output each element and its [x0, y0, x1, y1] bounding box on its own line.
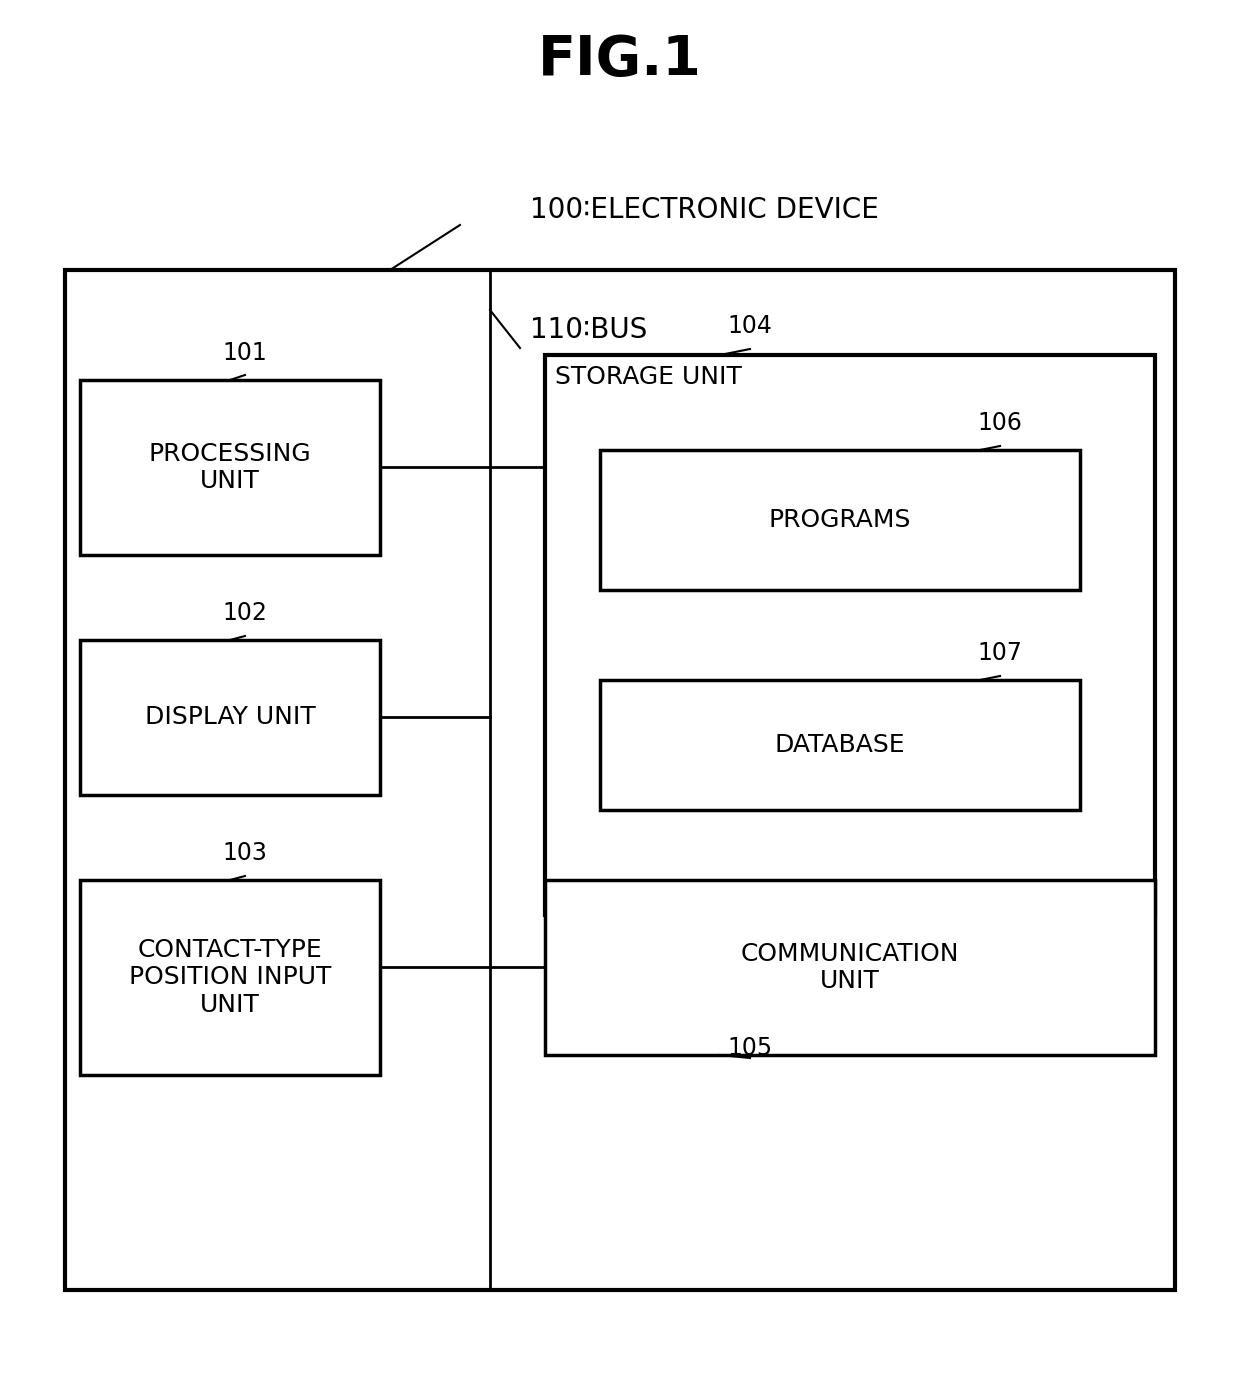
- Text: CONTACT-TYPE
POSITION INPUT
UNIT: CONTACT-TYPE POSITION INPUT UNIT: [129, 938, 331, 1017]
- Text: FIG.1: FIG.1: [538, 33, 702, 87]
- Text: 101: 101: [223, 341, 268, 365]
- Text: STORAGE UNIT: STORAGE UNIT: [556, 365, 742, 389]
- Text: PROCESSING
UNIT: PROCESSING UNIT: [149, 442, 311, 493]
- Bar: [81, 880, 379, 1076]
- Text: DISPLAY UNIT: DISPLAY UNIT: [145, 705, 315, 729]
- Bar: [600, 681, 1080, 809]
- Text: COMMUNICATION
UNIT: COMMUNICATION UNIT: [740, 941, 960, 994]
- Text: 103: 103: [222, 841, 268, 865]
- Text: 102: 102: [222, 602, 268, 625]
- Bar: [546, 355, 1154, 915]
- Text: 105: 105: [728, 1035, 773, 1060]
- Text: 107: 107: [977, 640, 1023, 665]
- Text: 104: 104: [728, 315, 773, 338]
- Bar: [81, 380, 379, 554]
- Text: PROGRAMS: PROGRAMS: [769, 509, 911, 532]
- Bar: [81, 640, 379, 796]
- Text: DATABASE: DATABASE: [775, 733, 905, 757]
- Bar: [546, 880, 1154, 1055]
- Text: 106: 106: [977, 412, 1023, 435]
- Bar: [600, 450, 1080, 590]
- Text: 110∶BUS: 110∶BUS: [529, 316, 647, 344]
- Text: 100∶ELECTRONIC DEVICE: 100∶ELECTRONIC DEVICE: [529, 195, 879, 225]
- Bar: [64, 270, 1176, 1290]
